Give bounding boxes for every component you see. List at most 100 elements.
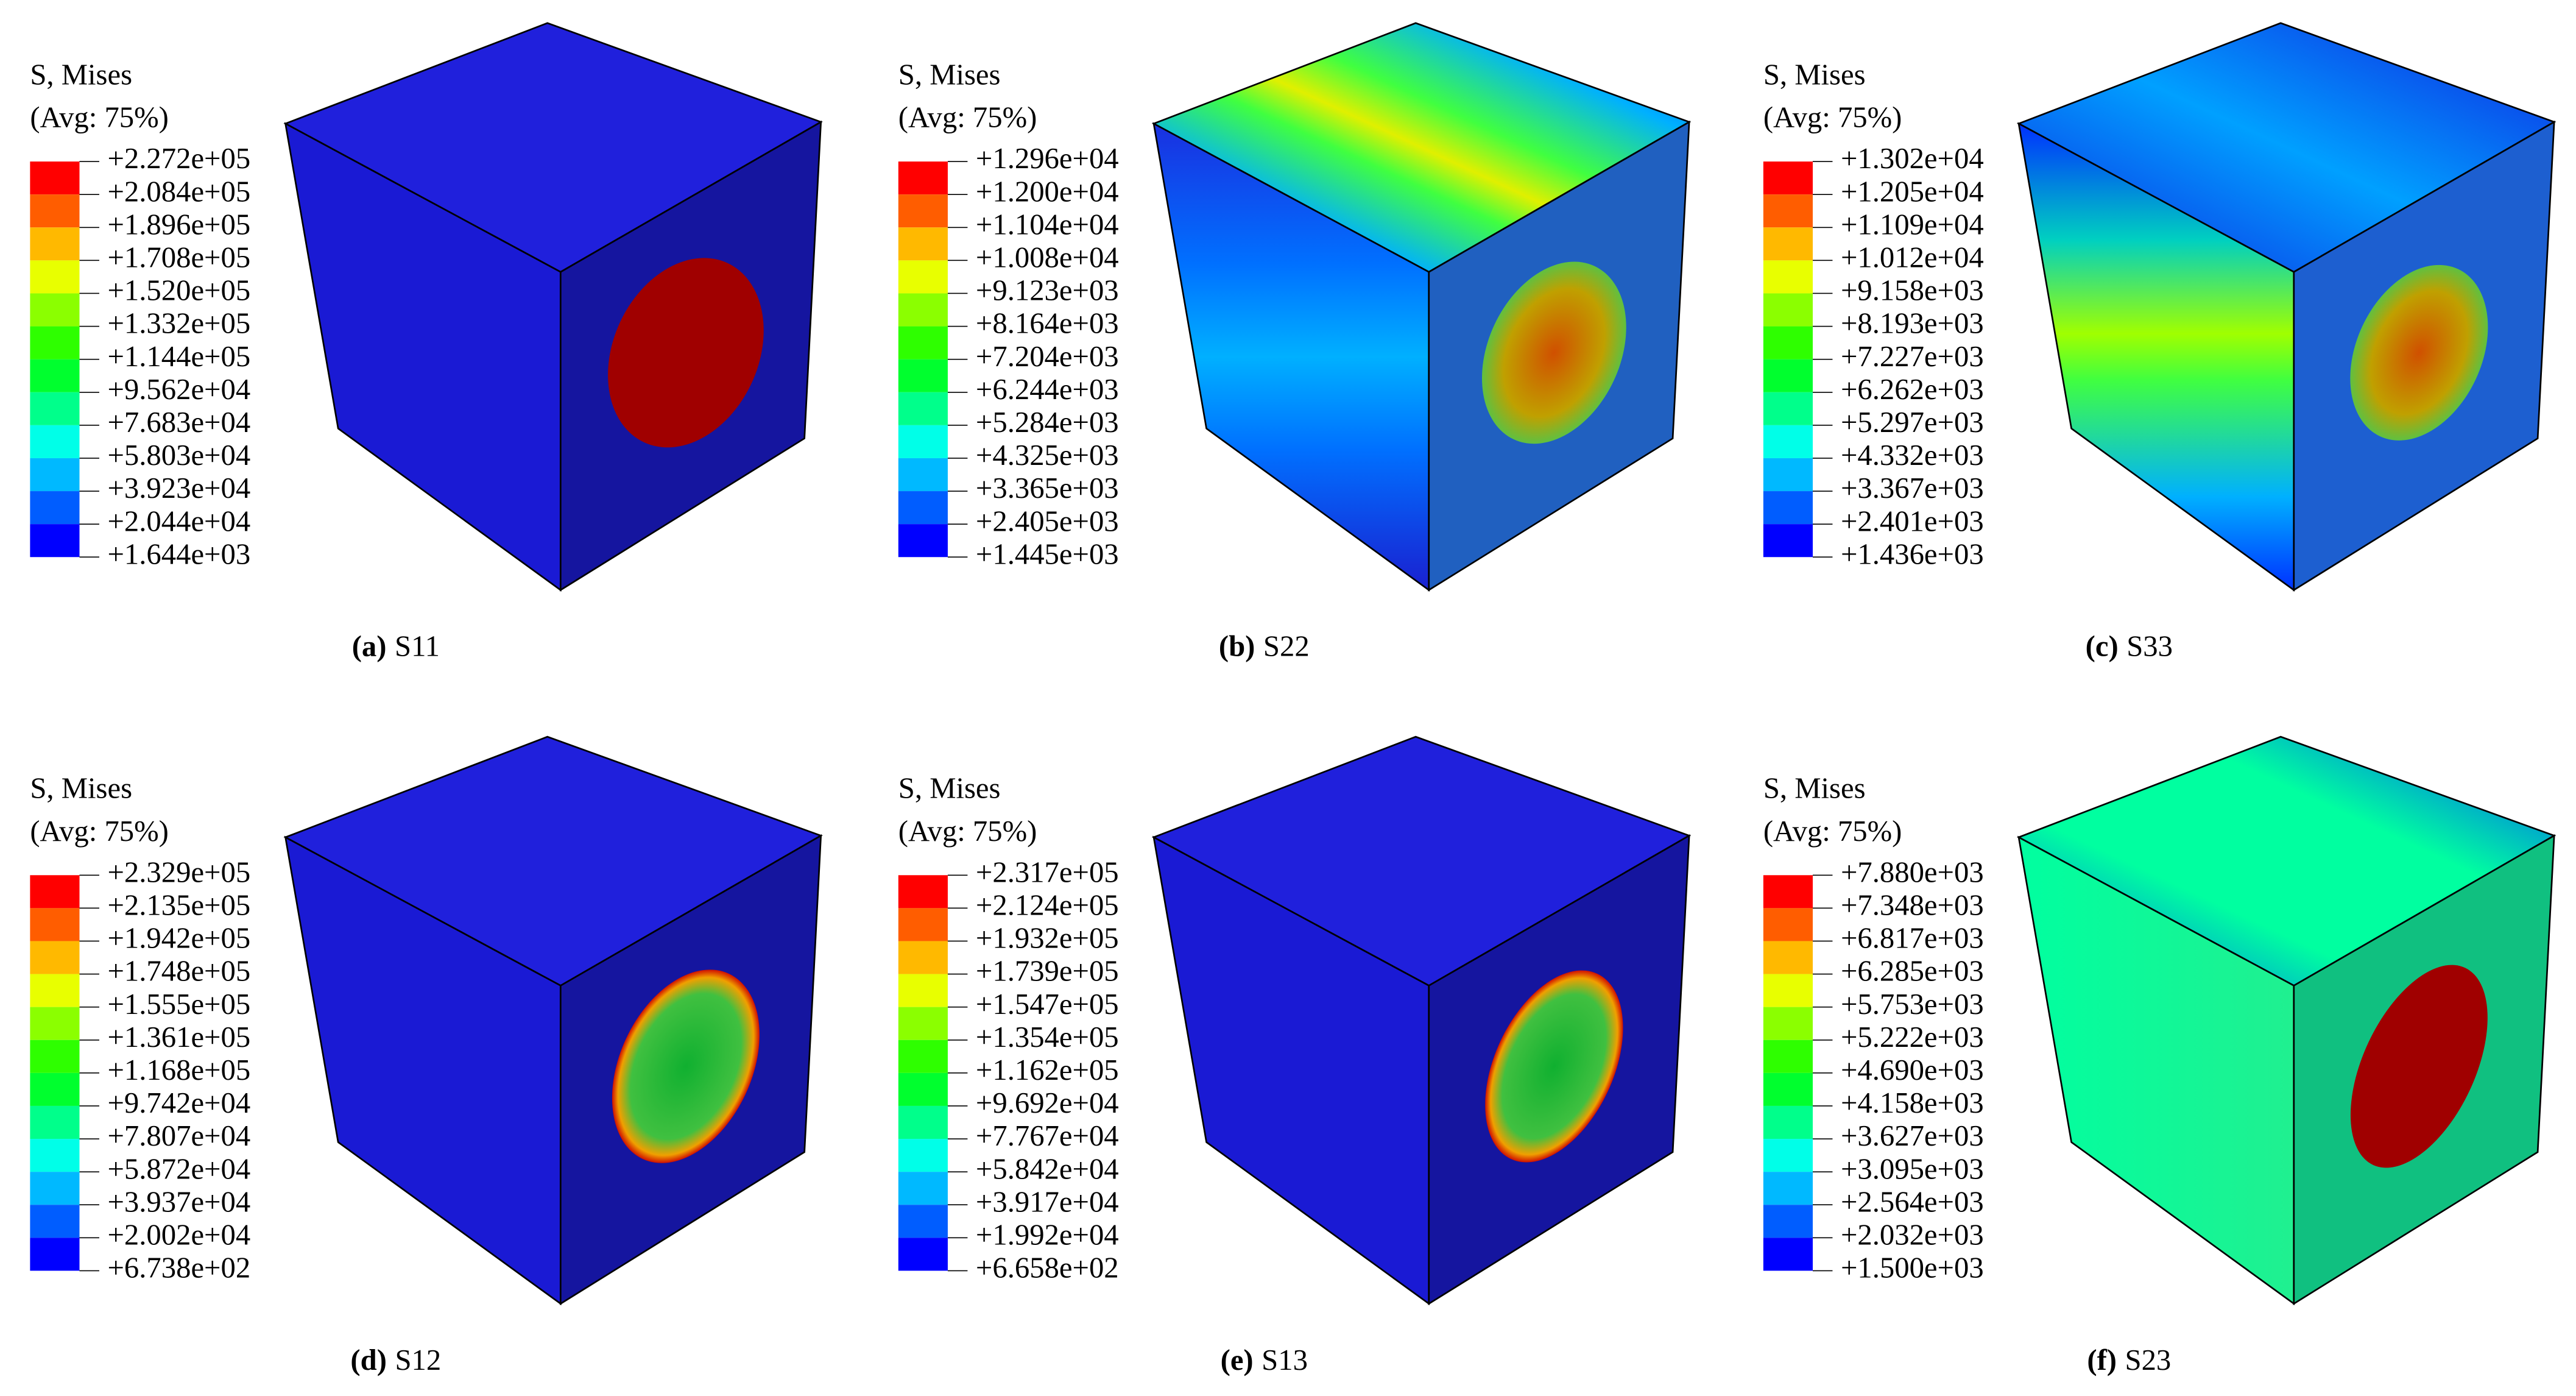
legend-label: +1.942e+05 — [107, 922, 250, 955]
legend-subtitle: (Avg: 75%) — [898, 815, 1037, 848]
legend-subtitle: (Avg: 75%) — [30, 101, 169, 134]
legend-swatch — [1763, 293, 1813, 327]
legend-swatch — [898, 1172, 948, 1205]
legend-swatch — [1763, 1238, 1813, 1271]
legend-swatch — [1763, 194, 1813, 228]
legend-swatch — [30, 293, 80, 327]
caption: (e) S13 — [1221, 1344, 1308, 1377]
legend-swatch — [30, 1238, 80, 1271]
legend-swatch — [1763, 227, 1813, 261]
panel: S, Mises(Avg: 75%)+2.329e+05+2.135e+05+1… — [30, 735, 823, 1377]
legend-label: +9.562e+04 — [107, 373, 250, 406]
legend-swatch — [898, 260, 948, 294]
legend-swatch — [1763, 161, 1813, 195]
caption: (a) S11 — [352, 630, 440, 663]
caption-text: S22 — [1263, 630, 1310, 663]
legend-swatch — [30, 359, 80, 392]
caption-label: (b) — [1219, 630, 1255, 663]
legend-swatch — [1763, 1007, 1813, 1040]
legend-label: +2.032e+03 — [1841, 1219, 1984, 1252]
legend-swatch — [898, 161, 948, 195]
legend-label: +2.124e+05 — [976, 889, 1119, 922]
legend-label: +1.520e+05 — [107, 274, 250, 307]
legend-swatch — [1763, 458, 1813, 492]
legend-label: +1.555e+05 — [107, 988, 250, 1021]
legend-swatch — [1763, 1072, 1813, 1106]
legend-label: +7.807e+04 — [107, 1119, 250, 1152]
legend-swatch — [1763, 491, 1813, 525]
legend-swatch — [898, 1238, 948, 1271]
legend-label: +3.917e+04 — [976, 1185, 1119, 1218]
legend-title: S, Mises — [898, 58, 1001, 91]
legend-swatch — [30, 941, 80, 974]
legend-label: +2.317e+05 — [976, 856, 1119, 888]
legend-label: +1.644e+03 — [107, 537, 250, 570]
legend-label: +7.767e+04 — [976, 1119, 1119, 1152]
caption-label: (e) — [1221, 1344, 1254, 1377]
caption-text: S33 — [2126, 630, 2173, 663]
legend-label: +2.272e+05 — [107, 142, 250, 175]
legend-label: +1.992e+04 — [976, 1219, 1119, 1252]
caption: (b) S22 — [1219, 630, 1310, 663]
legend-label: +3.095e+03 — [1841, 1152, 1984, 1185]
stress-region — [2350, 264, 2488, 441]
legend-label: +6.817e+03 — [1841, 922, 1984, 955]
caption-text: S13 — [1262, 1344, 1308, 1377]
caption-label: (c) — [2086, 630, 2119, 663]
legend-label: +5.222e+03 — [1841, 1021, 1984, 1054]
legend-swatch — [1763, 1205, 1813, 1238]
legend-swatch — [898, 458, 948, 492]
legend-swatch — [1763, 326, 1813, 360]
legend-label: +4.325e+03 — [976, 439, 1119, 472]
legend-label: +2.401e+03 — [1841, 505, 1984, 537]
legend-label: +2.002e+04 — [107, 1219, 250, 1252]
legend-swatch — [898, 1072, 948, 1106]
legend-label: +7.227e+03 — [1841, 340, 1984, 373]
legend-title: S, Mises — [1763, 58, 1866, 91]
legend-label: +7.880e+03 — [1841, 856, 1984, 888]
legend-swatch — [30, 1205, 80, 1238]
legend-swatch — [30, 392, 80, 425]
legend-label: +3.923e+04 — [107, 472, 250, 505]
legend-swatch — [1763, 1105, 1813, 1139]
legend-label: +9.123e+03 — [976, 274, 1119, 307]
legend-label: +7.204e+03 — [976, 340, 1119, 373]
legend-swatch — [30, 161, 80, 195]
legend-swatch — [1763, 260, 1813, 294]
legend-label: +9.742e+04 — [107, 1086, 250, 1119]
caption-label: (f) — [2087, 1344, 2117, 1377]
legend-swatch — [30, 1105, 80, 1139]
caption: (d) S12 — [350, 1344, 441, 1377]
legend-label: +1.144e+05 — [107, 340, 250, 373]
legend-label: +5.753e+03 — [1841, 988, 1984, 1021]
legend-swatch — [898, 1040, 948, 1073]
panel: S, Mises(Avg: 75%)+2.272e+05+2.084e+05+1… — [30, 22, 823, 663]
panel: S, Mises(Avg: 75%)+7.880e+03+7.348e+03+6… — [1763, 735, 2557, 1377]
legend-label: +1.739e+05 — [976, 955, 1119, 988]
legend-label: +5.803e+04 — [107, 439, 250, 472]
legend-label: +8.193e+03 — [1841, 307, 1984, 340]
legend-label: +1.436e+03 — [1841, 537, 1984, 570]
legend-swatch — [898, 941, 948, 974]
legend-subtitle: (Avg: 75%) — [30, 815, 169, 848]
legend-swatch — [30, 491, 80, 525]
stress-region — [612, 969, 760, 1163]
stress-region — [608, 258, 764, 448]
legend-swatch — [1763, 974, 1813, 1007]
legend-swatch — [898, 524, 948, 558]
legend-swatch — [30, 524, 80, 558]
legend-swatch — [30, 908, 80, 941]
legend-swatch — [1763, 1172, 1813, 1205]
legend-label: +1.748e+05 — [107, 955, 250, 988]
legend-swatch — [898, 194, 948, 228]
legend-label: +6.262e+03 — [1841, 373, 1984, 406]
legend-label: +5.872e+04 — [107, 1152, 250, 1185]
legend-subtitle: (Avg: 75%) — [898, 101, 1037, 134]
legend-swatch — [30, 1007, 80, 1040]
legend-label: +1.104e+04 — [976, 208, 1119, 241]
legend-label: +1.008e+04 — [976, 241, 1119, 274]
legend-swatch — [30, 1040, 80, 1073]
legend-swatch — [1763, 1040, 1813, 1073]
stress-region — [1481, 261, 1626, 444]
